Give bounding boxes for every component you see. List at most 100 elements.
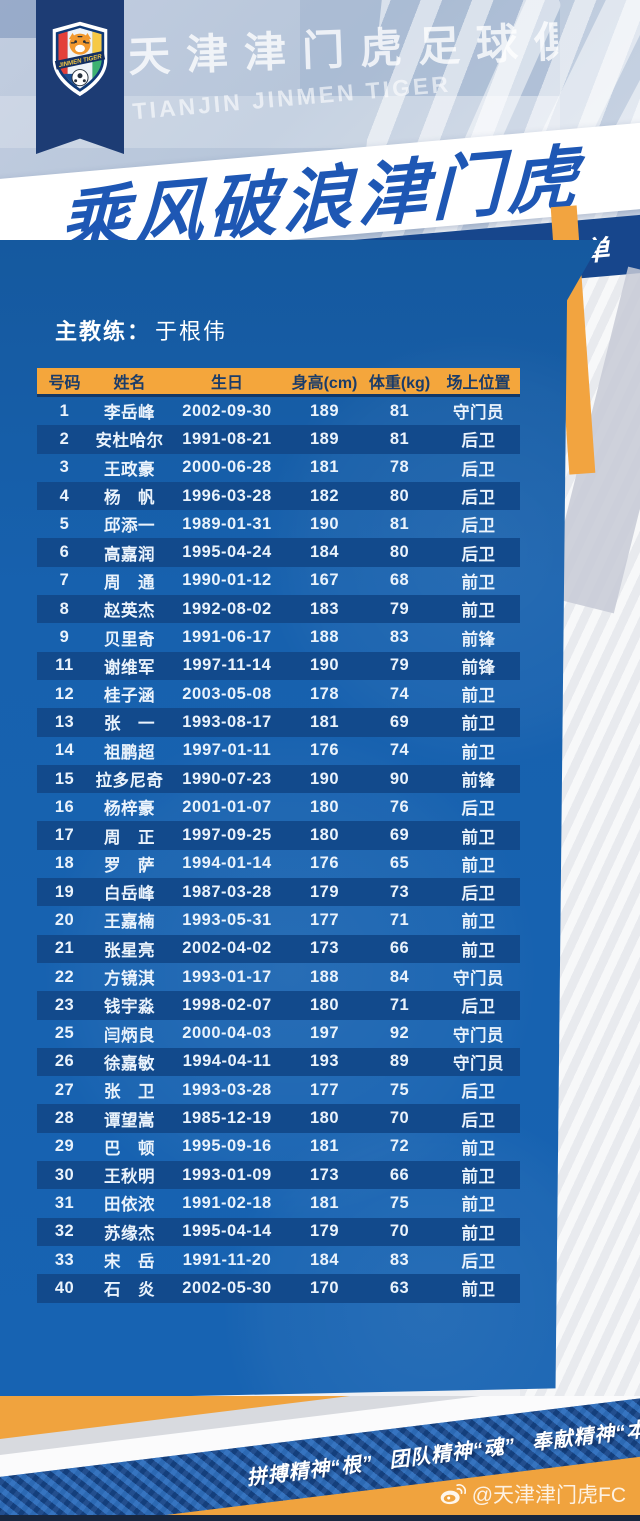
- table-cell: 后卫: [461, 489, 496, 508]
- table-row: 1 李岳峰 2002-09-30 189 81 守门员: [37, 397, 520, 425]
- table-cell: 1993-01-09: [182, 1165, 272, 1184]
- head-coach-line: 主教练： 于根伟: [55, 314, 227, 346]
- table-cell: 1996-03-28: [182, 486, 272, 505]
- table-cell: 1990-01-12: [182, 571, 272, 590]
- table-row: 22 方镜淇 1993-01-17 188 84 守门员: [37, 963, 520, 991]
- table-cell: 13: [54, 712, 75, 731]
- table-cell: 1998-02-07: [182, 995, 272, 1014]
- table-cell: 176: [309, 741, 340, 760]
- table-cell: 前锋: [461, 630, 496, 649]
- table-cell: 前卫: [461, 913, 496, 932]
- table-cell: 后卫: [461, 800, 496, 819]
- table-row: 26 徐嘉敏 1994-04-11 193 89 守门员: [37, 1047, 520, 1077]
- table-cell: 79: [389, 656, 410, 675]
- table-cell: 后卫: [461, 1083, 496, 1102]
- table-cell: 罗 萨: [104, 856, 155, 875]
- table-cell: 拉多尼奇: [95, 772, 164, 790]
- table-cell: 2000-06-28: [182, 458, 272, 477]
- table-cell: 后卫: [461, 545, 496, 564]
- table-cell: 后卫: [461, 517, 496, 536]
- table-row: 8 赵英杰 1992-08-02 183 79 前卫: [37, 595, 520, 624]
- weibo-handle-text: @天津津门虎FC: [471, 1484, 626, 1507]
- table-cell: 王嘉楠: [104, 913, 155, 932]
- table-cell: 73: [389, 882, 410, 901]
- table-row: 16 杨梓豪 2001-01-07 180 76 后卫: [37, 793, 520, 821]
- table-row: 27 张 卫 1993-03-28 177 75 后卫: [37, 1076, 520, 1104]
- table-cell: 前锋: [461, 772, 496, 790]
- table-row: 4 杨 帆 1996-03-28 182 80 后卫: [37, 481, 520, 511]
- table-cell: 1993-08-17: [182, 712, 272, 731]
- table-cell: 1991-08-21: [182, 429, 272, 448]
- table-row: 17 周 正 1997-09-25 180 69 前卫: [37, 821, 520, 850]
- table-cell: 180: [309, 1109, 340, 1128]
- table-cell: 75: [389, 1080, 410, 1099]
- table-cell: 80: [389, 543, 410, 562]
- table-cell: 17: [54, 826, 75, 845]
- table-cell: 前卫: [461, 1281, 496, 1300]
- table-cell: 167: [309, 571, 340, 590]
- table-cell: 2001-01-07: [182, 797, 272, 816]
- table-cell: 前卫: [461, 856, 496, 875]
- table-cell: 78: [389, 458, 410, 477]
- table-cell: 84: [389, 967, 410, 986]
- table-cell: 1991-06-17: [182, 628, 272, 647]
- table-row: 13 张 一 1993-08-17 181 69 前卫: [37, 708, 520, 737]
- table-cell: 1997-01-11: [182, 741, 272, 760]
- table-cell: 19: [54, 882, 75, 901]
- table-cell: 176: [309, 854, 340, 873]
- table-cell: 189: [309, 401, 340, 420]
- table-cell: 25: [54, 1024, 75, 1043]
- table-row: 32 苏缘杰 1995-04-14 179 70 前卫: [37, 1217, 520, 1246]
- table-cell: 1989-01-31: [182, 514, 272, 533]
- table-cell: 71: [389, 995, 410, 1014]
- table-row: 21 张星亮 2002-04-02 173 66 前卫: [37, 934, 520, 963]
- table-cell: 后卫: [461, 1253, 496, 1272]
- table-cell: 谭望嵩: [104, 1111, 155, 1130]
- table-cell: 184: [309, 543, 340, 562]
- table-cell: 安杜哈尔: [95, 432, 164, 451]
- tiger-watermark: [40, 720, 540, 1220]
- table-cell: 184: [309, 1250, 340, 1269]
- table-cell: 后卫: [461, 432, 496, 451]
- table-cell: 79: [389, 599, 410, 618]
- table-cell: 杨梓豪: [104, 800, 155, 819]
- table-cell: 65: [389, 854, 410, 873]
- table-cell: 90: [389, 769, 410, 788]
- table-cell: 2002-05-30: [182, 1278, 272, 1297]
- table-cell: 1993-03-28: [182, 1080, 272, 1099]
- table-cell: 80: [389, 486, 410, 505]
- table-cell: 1995-04-24: [182, 543, 272, 562]
- table-cell: 1987-03-28: [182, 882, 272, 901]
- table-cell: 张 卫: [104, 1083, 155, 1102]
- table-cell: 钱宇淼: [104, 998, 155, 1017]
- table-cell: 1994-04-11: [182, 1052, 272, 1071]
- table-cell: 23: [54, 995, 75, 1014]
- table-cell: 闫炳良: [104, 1026, 155, 1045]
- table-cell: 16: [54, 797, 75, 816]
- table-cell: 40: [54, 1278, 75, 1297]
- column-header: 生日: [210, 375, 243, 392]
- table-cell: 76: [389, 797, 410, 816]
- table-row: 29 巴 顿 1995-09-16 181 72 前卫: [37, 1133, 520, 1161]
- table-cell: 前卫: [461, 715, 496, 734]
- weibo-icon: [440, 1484, 466, 1505]
- table-row: 28 谭望嵩 1985-12-19 180 70 后卫: [37, 1104, 520, 1133]
- table-cell: 182: [309, 486, 340, 505]
- table-cell: 68: [389, 571, 410, 590]
- weibo-handle: @天津津门虎FC: [439, 1479, 626, 1509]
- table-cell: 前卫: [461, 1224, 496, 1243]
- table-cell: 2000-04-03: [182, 1024, 272, 1043]
- table-cell: 王政豪: [104, 460, 155, 479]
- table-row: 15 拉多尼奇 1990-07-23 190 90 前锋: [37, 764, 520, 794]
- table-cell: 前卫: [461, 1168, 496, 1187]
- table-cell: 后卫: [461, 998, 496, 1017]
- table-cell: 前卫: [461, 573, 496, 592]
- coach-name: 于根伟: [155, 319, 228, 344]
- table-cell: 5: [59, 514, 70, 533]
- table-cell: 27: [54, 1080, 75, 1099]
- table-cell: 前卫: [461, 743, 496, 762]
- table-cell: 徐嘉敏: [104, 1054, 155, 1073]
- table-cell: 田依浓: [104, 1196, 155, 1215]
- table-cell: 71: [389, 910, 410, 929]
- column-header: 场上位置: [446, 375, 511, 392]
